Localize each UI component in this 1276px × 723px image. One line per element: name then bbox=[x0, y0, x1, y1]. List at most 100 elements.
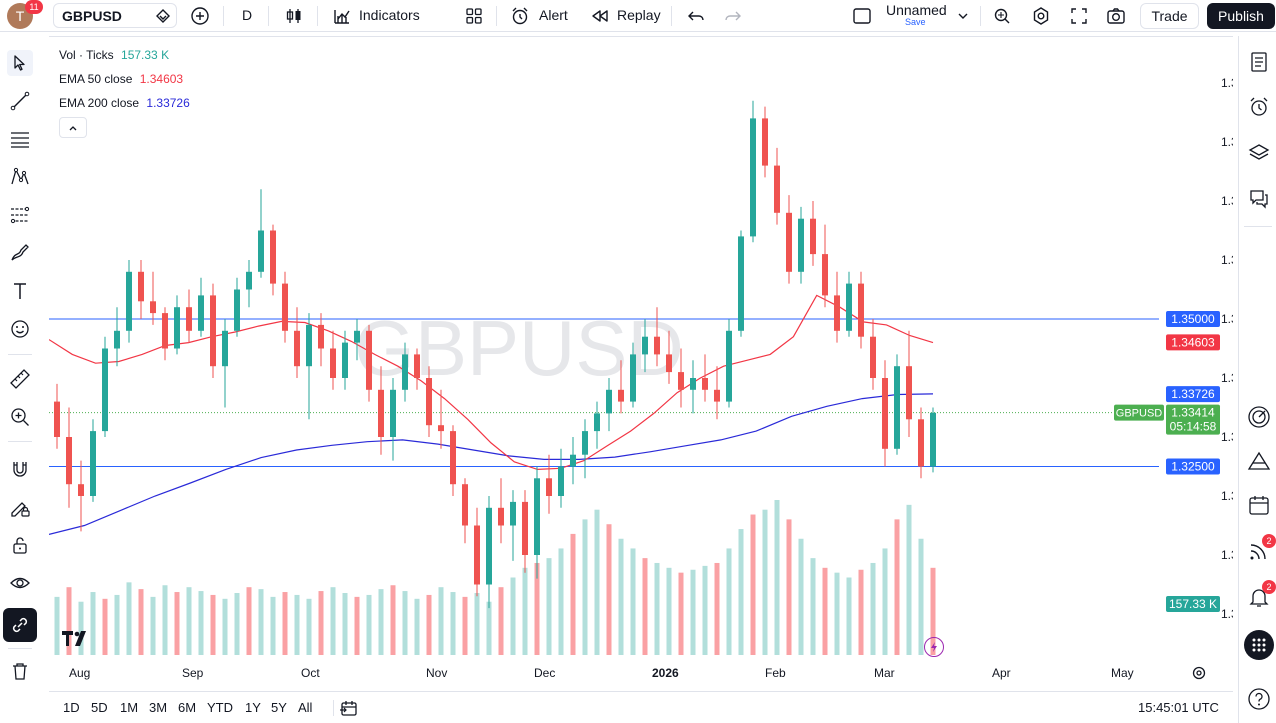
candle-body[interactable] bbox=[306, 324, 312, 367]
stay-in-drawing-tool[interactable] bbox=[7, 494, 33, 520]
alerts-button[interactable] bbox=[1246, 94, 1272, 120]
volume-legend[interactable]: Vol · Ticks 157.33 K bbox=[59, 48, 169, 62]
candle-body[interactable] bbox=[678, 372, 684, 390]
candle-body[interactable] bbox=[426, 378, 432, 426]
redo-icon[interactable] bbox=[723, 6, 743, 26]
candle-body[interactable] bbox=[354, 330, 360, 343]
layout-name[interactable]: Unnamed bbox=[886, 2, 947, 18]
candle-body[interactable] bbox=[894, 366, 900, 449]
fullscreen-icon[interactable] bbox=[1069, 6, 1089, 26]
candle-body[interactable] bbox=[330, 348, 336, 379]
measure-tool[interactable] bbox=[7, 366, 33, 392]
candle-body[interactable] bbox=[726, 330, 732, 402]
cursor-tool[interactable] bbox=[7, 50, 33, 76]
candle-body[interactable] bbox=[642, 336, 648, 355]
candle-body[interactable] bbox=[54, 401, 60, 437]
candle-body[interactable] bbox=[90, 431, 96, 496]
candle-body[interactable] bbox=[414, 354, 420, 378]
candle-body[interactable] bbox=[210, 295, 216, 367]
candle-body[interactable] bbox=[582, 431, 588, 455]
candle-body[interactable] bbox=[918, 419, 924, 467]
replay-rewind-icon[interactable] bbox=[590, 6, 610, 26]
candle-body[interactable] bbox=[294, 330, 300, 367]
replay-button[interactable]: Replay bbox=[617, 7, 661, 23]
layout-select-checkbox-icon[interactable] bbox=[852, 6, 872, 26]
compare-diamond-icon[interactable] bbox=[155, 8, 171, 24]
help-button[interactable] bbox=[1246, 686, 1272, 712]
candle-body[interactable] bbox=[798, 218, 804, 272]
candle-body[interactable] bbox=[546, 478, 552, 496]
candle-body[interactable] bbox=[174, 307, 180, 349]
candle-body[interactable] bbox=[282, 283, 288, 331]
candle-body[interactable] bbox=[834, 295, 840, 331]
candle-body[interactable] bbox=[882, 378, 888, 449]
brush-tool[interactable] bbox=[7, 240, 33, 266]
candle-body[interactable] bbox=[138, 271, 144, 302]
candle-body[interactable] bbox=[786, 212, 792, 272]
time-axis-settings[interactable] bbox=[1191, 665, 1207, 686]
candle-body[interactable] bbox=[606, 389, 612, 414]
candle-body[interactable] bbox=[570, 454, 576, 467]
products-menu-button[interactable] bbox=[1244, 630, 1274, 660]
candle-body[interactable] bbox=[186, 307, 192, 331]
candle-body[interactable] bbox=[858, 283, 864, 337]
candle-body[interactable] bbox=[930, 412, 936, 467]
utc-clock[interactable]: 15:45:01 UTC bbox=[1138, 700, 1219, 715]
candle-body[interactable] bbox=[906, 366, 912, 420]
hide-drawings-tool[interactable] bbox=[7, 570, 33, 596]
notifications-button[interactable] bbox=[1246, 584, 1272, 610]
candle-body[interactable] bbox=[402, 354, 408, 390]
candle-body[interactable] bbox=[234, 289, 240, 331]
candle-body[interactable] bbox=[450, 431, 456, 485]
candle-style-icon[interactable] bbox=[284, 6, 304, 26]
object-tree-button[interactable] bbox=[1246, 140, 1272, 166]
candle-body[interactable] bbox=[222, 330, 228, 367]
candle-body[interactable] bbox=[66, 437, 72, 485]
watchlist-button[interactable] bbox=[1246, 49, 1272, 75]
trade-button[interactable]: Trade bbox=[1140, 3, 1199, 29]
publish-button[interactable]: Publish bbox=[1207, 3, 1275, 29]
range-button-6m[interactable]: 6M bbox=[178, 700, 197, 715]
candle-body[interactable] bbox=[270, 230, 276, 284]
goto-date-icon[interactable] bbox=[339, 698, 359, 718]
zoom-tool[interactable] bbox=[7, 404, 33, 430]
chevron-down-icon[interactable] bbox=[953, 6, 973, 26]
candle-body[interactable] bbox=[126, 271, 132, 331]
camera-snapshot-icon[interactable] bbox=[1106, 6, 1126, 26]
candle-body[interactable] bbox=[246, 271, 252, 290]
tradingview-logo[interactable] bbox=[61, 629, 93, 652]
candle-body[interactable] bbox=[150, 301, 156, 314]
candle-body[interactable] bbox=[774, 165, 780, 213]
target-button[interactable] bbox=[1246, 404, 1272, 430]
candle-body[interactable] bbox=[846, 283, 852, 331]
candle-body[interactable] bbox=[822, 254, 828, 296]
range-button-1m[interactable]: 1M bbox=[120, 700, 139, 715]
candle-body[interactable] bbox=[666, 354, 672, 373]
chart-pane[interactable]: GBPUSD 1.39000 1.38000 1.37000 1.36000 1.350… bbox=[49, 36, 1233, 688]
emoji-tool[interactable] bbox=[7, 316, 33, 342]
candle-body[interactable] bbox=[162, 313, 168, 349]
candle-body[interactable] bbox=[318, 324, 324, 349]
alarm-clock-icon[interactable] bbox=[510, 6, 530, 26]
candle-body[interactable] bbox=[78, 484, 84, 496]
ideas-stream-button[interactable] bbox=[1246, 538, 1272, 564]
ema50-line[interactable] bbox=[49, 294, 934, 471]
candle-body[interactable] bbox=[702, 378, 708, 390]
candle-body[interactable] bbox=[198, 295, 204, 331]
templates-grid-icon[interactable] bbox=[464, 6, 484, 26]
candle-body[interactable] bbox=[390, 389, 396, 437]
chats-button[interactable] bbox=[1246, 186, 1272, 212]
trading-panel-button[interactable] bbox=[1246, 448, 1272, 474]
candle-body[interactable] bbox=[810, 218, 816, 255]
fib-tool[interactable] bbox=[7, 202, 33, 228]
settings-gear-icon[interactable] bbox=[1031, 6, 1051, 26]
candle-body[interactable] bbox=[522, 501, 528, 555]
alert-button[interactable]: Alert bbox=[539, 7, 568, 23]
candle-body[interactable] bbox=[714, 389, 720, 402]
horizontal-lines-tool[interactable] bbox=[7, 126, 33, 152]
range-button-1d[interactable]: 1D bbox=[63, 700, 80, 715]
quick-search-icon[interactable] bbox=[992, 6, 1012, 26]
candle-body[interactable] bbox=[258, 230, 264, 272]
range-button-5y[interactable]: 5Y bbox=[271, 700, 287, 715]
undo-icon[interactable] bbox=[686, 6, 706, 26]
